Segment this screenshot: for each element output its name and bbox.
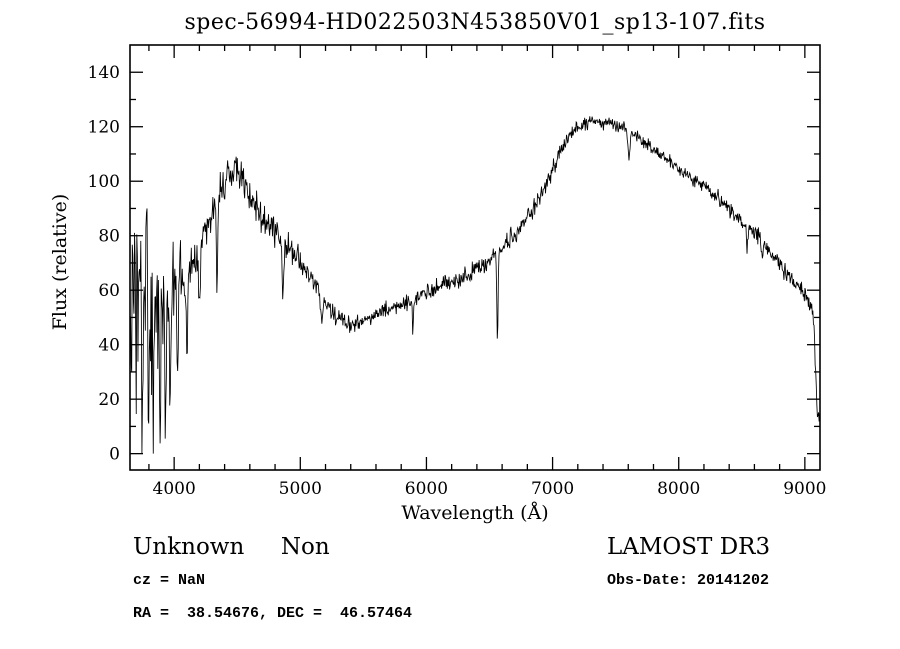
svg-text:4000: 4000 <box>153 479 196 499</box>
svg-text:140: 140 <box>88 63 120 83</box>
x-axis-label: Wavelength (Å) <box>401 502 549 524</box>
svg-text:9000: 9000 <box>783 479 826 499</box>
spectrum-trace <box>129 116 821 454</box>
svg-text:40: 40 <box>98 336 120 356</box>
svg-text:20: 20 <box>98 390 120 410</box>
svg-text:0: 0 <box>109 445 120 465</box>
svg-text:80: 80 <box>98 227 120 247</box>
plot-frame <box>129 44 821 471</box>
obs-date-label: Obs-Date: 20141202 <box>607 572 770 589</box>
x-tick-labels: 4000 5000 6000 7000 8000 9000 <box>153 479 827 499</box>
survey-label: LAMOST DR3 <box>607 534 771 560</box>
svg-text:60: 60 <box>98 281 120 301</box>
chart-title: spec-56994-HD022503N453850V01_sp13-107.f… <box>184 10 766 35</box>
y-axis-label: Flux (relative) <box>49 193 71 331</box>
y-tick-labels: 0 20 40 60 80 100 120 140 <box>88 63 120 464</box>
svg-text:100: 100 <box>88 172 120 192</box>
redshift-label: cz = NaN <box>133 572 206 589</box>
svg-text:5000: 5000 <box>279 479 322 499</box>
svg-text:6000: 6000 <box>405 479 448 499</box>
object-class-label: Unknown Non <box>133 534 330 560</box>
svg-text:7000: 7000 <box>531 479 574 499</box>
coordinates-label: RA = 38.54676, DEC = 46.57464 <box>133 605 413 622</box>
svg-text:120: 120 <box>88 118 120 138</box>
svg-text:8000: 8000 <box>657 479 700 499</box>
axis-ticks <box>130 45 820 470</box>
